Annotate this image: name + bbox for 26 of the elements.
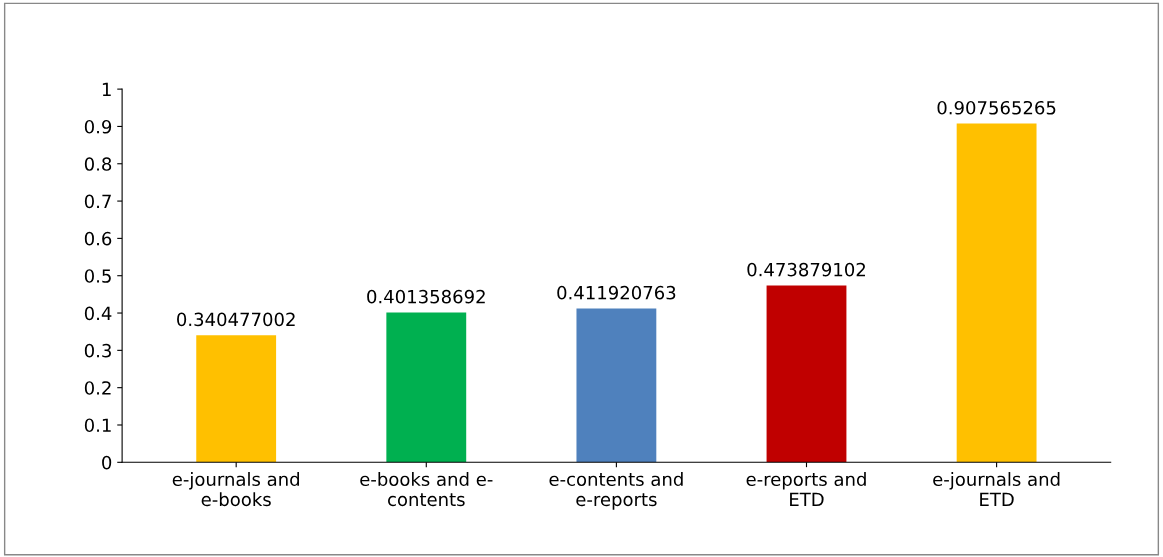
y-tick-label: 0.4 bbox=[84, 306, 112, 321]
bar bbox=[386, 312, 467, 463]
y-tick-label: 0.3 bbox=[84, 343, 111, 358]
y-tick-label: 0 bbox=[102, 455, 112, 470]
data-label: 0.473879102 bbox=[747, 262, 865, 277]
x-tick-label: e-contents and e-reports bbox=[549, 472, 683, 510]
x-tick-label: e-reports and ETD bbox=[746, 472, 866, 506]
x-tick-label: e-journals and ETD bbox=[933, 472, 1060, 506]
data-label: 0.907565265 bbox=[937, 100, 1056, 115]
y-tick-label: 1 bbox=[102, 82, 111, 96]
y-tick-label: 0.6 bbox=[84, 231, 112, 246]
bar bbox=[576, 308, 657, 463]
y-tick-label: 0.1 bbox=[84, 418, 111, 433]
y-tick-label: 0.9 bbox=[84, 119, 112, 134]
y-tick-label: 0.2 bbox=[84, 381, 111, 395]
bar bbox=[196, 335, 277, 463]
x-tick-label: e-journals and e-books bbox=[172, 472, 299, 507]
bar bbox=[766, 285, 847, 463]
x-tick-label: e-books and e- contents bbox=[360, 472, 493, 507]
data-label: 0.411920763 bbox=[557, 285, 676, 300]
data-label: 0.401358692 bbox=[367, 289, 485, 304]
bar bbox=[956, 123, 1037, 463]
y-tick-label: 0.7 bbox=[84, 194, 111, 209]
y-tick-label: 0.8 bbox=[84, 157, 112, 171]
y-tick-label: 0.5 bbox=[84, 269, 111, 283]
data-label: 0.340477002 bbox=[177, 312, 295, 327]
